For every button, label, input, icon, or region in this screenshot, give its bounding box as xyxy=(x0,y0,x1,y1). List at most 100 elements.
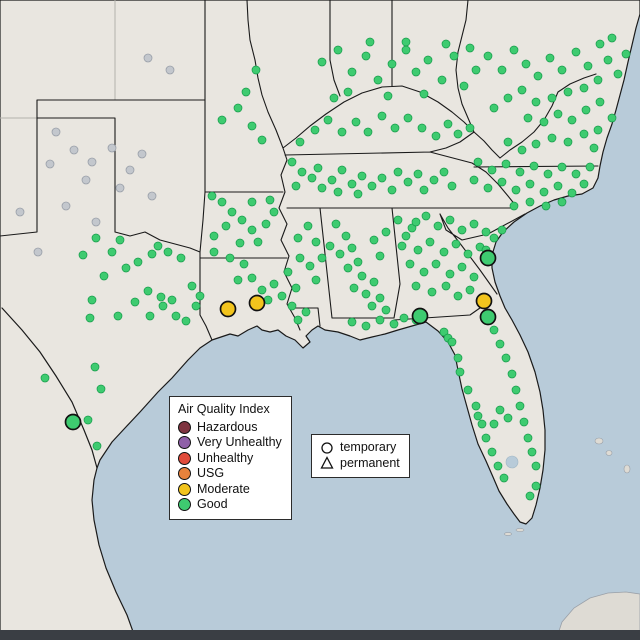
station-dot-good xyxy=(437,75,447,85)
station-dot-good xyxy=(483,183,493,193)
station-dot-good xyxy=(407,223,417,233)
station-dot-good xyxy=(451,239,461,249)
station-dot-good xyxy=(237,215,247,225)
state-borders-gray xyxy=(0,0,116,119)
station-dot-good xyxy=(323,115,333,125)
station-dot-good xyxy=(531,97,541,107)
station-dot-good xyxy=(557,197,567,207)
station-dot-good xyxy=(529,161,539,171)
station-dot-good xyxy=(369,277,379,287)
station-dot-good xyxy=(343,87,353,97)
station-dot-good xyxy=(519,417,529,427)
legend-item-temporary: temporary xyxy=(320,440,400,456)
station-dot-good xyxy=(401,45,411,55)
station-dot-good xyxy=(191,301,201,311)
station-dot-good xyxy=(399,313,409,323)
legend-label: Moderate xyxy=(197,481,250,496)
station-dot-good xyxy=(539,117,549,127)
station-dot-good xyxy=(517,85,527,95)
station-dot-good xyxy=(419,89,429,99)
station-dot-good xyxy=(547,133,557,143)
station-dot-good xyxy=(269,207,279,217)
legend-item-permanent: permanent xyxy=(320,456,400,472)
station-dot-good xyxy=(419,267,429,277)
station-dot-good xyxy=(361,289,371,299)
station-dot-good xyxy=(515,401,525,411)
station-dot-good xyxy=(465,285,475,295)
station-dot-good xyxy=(247,121,257,131)
station-dot-good xyxy=(509,201,519,211)
station-dot-good xyxy=(311,275,321,285)
station-dot-good xyxy=(333,187,343,197)
station-dot-good xyxy=(247,197,257,207)
permanent-triangle-icon xyxy=(320,456,334,470)
station-dot-good xyxy=(287,301,297,311)
station-dot-good xyxy=(507,369,517,379)
station-dot-good xyxy=(499,473,509,483)
station-dot-good xyxy=(557,162,567,172)
station-dot-good xyxy=(589,143,599,153)
station-dot-good xyxy=(497,177,507,187)
station-dot-good xyxy=(381,227,391,237)
aqi-legend-title: Air Quality Index xyxy=(178,402,270,416)
station-dot-good xyxy=(543,169,553,179)
station-dot-inactive xyxy=(115,183,125,193)
station-dot-good xyxy=(369,235,379,245)
station-dot-good xyxy=(233,275,243,285)
station-dot-good xyxy=(607,113,617,123)
station-dot-good xyxy=(367,301,377,311)
station-dot-good xyxy=(525,491,535,501)
station-dot-good xyxy=(257,285,267,295)
station-dot-good xyxy=(130,297,140,307)
station-dot-good xyxy=(156,292,166,302)
station-large-good xyxy=(479,308,497,326)
station-dot-good xyxy=(545,53,555,63)
station-dot-good xyxy=(523,433,533,443)
station-dot-good xyxy=(317,57,327,67)
station-dot-good xyxy=(501,159,511,169)
station-dot-good xyxy=(439,247,449,257)
station-dot-good xyxy=(527,447,537,457)
station-dot-good xyxy=(539,187,549,197)
station-dot-good xyxy=(361,321,371,331)
station-dots-layer xyxy=(15,33,631,501)
station-dot-good xyxy=(521,59,531,69)
station-dot-good xyxy=(261,219,271,229)
station-dot-good xyxy=(621,49,631,59)
station-dot-good xyxy=(145,311,155,321)
moderate-swatch-icon xyxy=(178,482,191,496)
station-dot-good xyxy=(207,191,217,201)
station-dot-good xyxy=(389,319,399,329)
station-dot-good xyxy=(567,115,577,125)
station-dot-good xyxy=(495,339,505,349)
station-large-good xyxy=(411,307,429,325)
legend-item-very-unhealthy: Very Unhealthy xyxy=(178,435,282,451)
station-dot-good xyxy=(209,231,219,241)
station-dot-good xyxy=(147,249,157,259)
station-dot-good xyxy=(107,247,117,257)
station-dot-good xyxy=(115,235,125,245)
station-dot-good xyxy=(305,261,315,271)
station-dot-good xyxy=(90,362,100,372)
station-dot-inactive xyxy=(87,157,97,167)
station-dot-good xyxy=(489,325,499,335)
station-dot-good xyxy=(419,185,429,195)
station-dot-good xyxy=(447,337,457,347)
station-dot-good xyxy=(439,327,449,337)
station-dot-inactive xyxy=(91,217,101,227)
station-dot-good xyxy=(489,103,499,113)
station-dot-good xyxy=(465,43,475,53)
station-dot-good xyxy=(221,221,231,231)
station-dot-good xyxy=(239,259,249,269)
station-dot-good xyxy=(133,257,143,267)
station-dot-good xyxy=(217,197,227,207)
station-dot-good xyxy=(593,75,603,85)
station-dot-good xyxy=(523,113,533,123)
station-dot-good xyxy=(91,233,101,243)
station-dot-good xyxy=(353,257,363,267)
station-dot-good xyxy=(235,238,245,248)
station-type-legend: temporary permanent xyxy=(311,434,410,478)
station-dot-good xyxy=(153,241,163,251)
station-dot-good xyxy=(469,272,479,282)
